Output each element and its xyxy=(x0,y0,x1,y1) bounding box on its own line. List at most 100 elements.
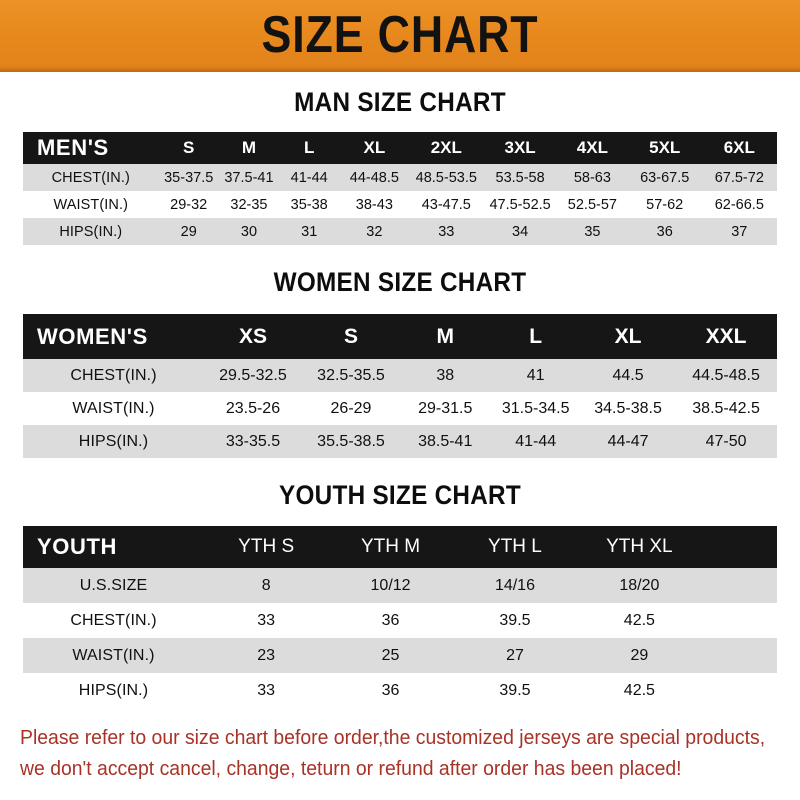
banner-title: SIZE CHART xyxy=(261,5,539,64)
table-row: CHEST(IN.) 33 36 39.5 42.5 xyxy=(23,603,777,638)
man-cell: 48.5-53.5 xyxy=(409,164,484,191)
women-cell: 44-47 xyxy=(580,425,676,458)
youth-cell: 36 xyxy=(328,673,453,708)
man-cell: 30 xyxy=(218,218,280,245)
women-row-label: HIPS(IN.) xyxy=(23,425,204,458)
man-cell: 38-43 xyxy=(339,191,410,218)
women-size-table: WOMEN'S XS S M L XL XXL CHEST(IN.) 29.5-… xyxy=(23,314,777,458)
man-cell: 36 xyxy=(627,218,702,245)
women-cell: 31.5-34.5 xyxy=(490,392,581,425)
youth-row-label: WAIST(IN.) xyxy=(23,638,204,673)
man-cell: 34 xyxy=(483,218,557,245)
man-size-header: XL xyxy=(339,132,410,164)
youth-corner-label: YOUTH xyxy=(23,526,204,568)
women-corner-label: WOMEN'S xyxy=(23,314,204,359)
women-cell: 23.5-26 xyxy=(203,392,302,425)
youth-section-title: YOUTH SIZE CHART xyxy=(279,480,521,510)
women-cell: 47-50 xyxy=(675,425,777,458)
women-cell: 41 xyxy=(490,359,581,392)
man-section-title: MAN SIZE CHART xyxy=(294,87,506,117)
women-row-label: WAIST(IN.) xyxy=(23,392,204,425)
man-cell: 41-44 xyxy=(279,164,340,191)
women-cell: 26-29 xyxy=(301,392,400,425)
table-row: WAIST(IN.) 29-32 32-35 35-38 38-43 43-47… xyxy=(23,191,777,218)
youth-header-row: YOUTH YTH S YTH M YTH L YTH XL xyxy=(23,526,777,568)
man-cell: 44-48.5 xyxy=(339,164,410,191)
man-cell: 29 xyxy=(158,218,219,245)
youth-cell: 39.5 xyxy=(452,673,578,708)
youth-size-header: YTH XL xyxy=(577,526,702,568)
table-row: U.S.SIZE 8 10/12 14/16 18/20 xyxy=(23,568,777,603)
women-row-label: CHEST(IN.) xyxy=(23,359,204,392)
man-size-header: 4XL xyxy=(557,132,628,164)
youth-cell: 36 xyxy=(328,603,453,638)
women-cell: 35.5-38.5 xyxy=(301,425,400,458)
man-cell: 33 xyxy=(409,218,484,245)
youth-cell: 27 xyxy=(452,638,578,673)
man-cell: 57-62 xyxy=(627,191,702,218)
man-row-label: HIPS(IN.) xyxy=(23,218,159,245)
youth-size-header: YTH M xyxy=(328,526,453,568)
youth-cell: 42.5 xyxy=(577,603,702,638)
man-size-header: M xyxy=(218,132,280,164)
youth-cell-filler xyxy=(701,638,777,673)
man-cell: 53.5-58 xyxy=(483,164,557,191)
table-row: WAIST(IN.) 23.5-26 26-29 29-31.5 31.5-34… xyxy=(23,392,777,425)
man-size-header: L xyxy=(279,132,340,164)
man-cell: 52.5-57 xyxy=(557,191,628,218)
women-chart-wrapper: WOMEN'S XS S M L XL XXL CHEST(IN.) 29.5-… xyxy=(23,314,777,458)
women-cell: 41-44 xyxy=(490,425,581,458)
man-header-row: MEN'S S M L XL 2XL 3XL 4XL 5XL 6XL xyxy=(23,132,777,164)
disclaimer-line-2: we don't accept cancel, change, teturn o… xyxy=(20,757,682,780)
youth-row-label: CHEST(IN.) xyxy=(23,603,204,638)
man-cell: 67.5-72 xyxy=(701,164,777,191)
youth-cell-filler xyxy=(701,603,777,638)
man-size-table: MEN'S S M L XL 2XL 3XL 4XL 5XL 6XL CHEST… xyxy=(23,132,777,245)
youth-row-label: U.S.SIZE xyxy=(23,568,204,603)
youth-cell: 14/16 xyxy=(452,568,578,603)
man-cell: 63-67.5 xyxy=(627,164,702,191)
table-row: CHEST(IN.) 35-37.5 37.5-41 41-44 44-48.5… xyxy=(23,164,777,191)
man-size-header: S xyxy=(158,132,219,164)
youth-size-table: YOUTH YTH S YTH M YTH L YTH XL U.S.SIZE … xyxy=(23,526,777,708)
man-cell: 47.5-52.5 xyxy=(483,191,557,218)
page-banner: SIZE CHART xyxy=(0,0,800,72)
man-cell: 32-35 xyxy=(218,191,280,218)
women-cell: 33-35.5 xyxy=(203,425,302,458)
women-header-row: WOMEN'S XS S M L XL XXL xyxy=(23,314,777,359)
man-size-header: 5XL xyxy=(627,132,702,164)
table-row: HIPS(IN.) 33-35.5 35.5-38.5 38.5-41 41-4… xyxy=(23,425,777,458)
man-cell: 35 xyxy=(557,218,628,245)
youth-cell: 39.5 xyxy=(452,603,578,638)
table-row: HIPS(IN.) 29 30 31 32 33 34 35 36 37 xyxy=(23,218,777,245)
women-cell: 44.5 xyxy=(580,359,676,392)
youth-size-header: YTH L xyxy=(452,526,578,568)
man-chart-wrapper: MEN'S S M L XL 2XL 3XL 4XL 5XL 6XL CHEST… xyxy=(23,132,777,245)
man-size-header: 6XL xyxy=(701,132,777,164)
disclaimer: Please refer to our size chart before or… xyxy=(20,726,780,782)
women-size-header: L xyxy=(490,314,581,359)
women-cell: 34.5-38.5 xyxy=(580,392,676,425)
youth-header-filler xyxy=(701,526,777,568)
man-row-label: WAIST(IN.) xyxy=(23,191,159,218)
youth-cell: 23 xyxy=(203,638,329,673)
women-size-header: M xyxy=(399,314,491,359)
youth-cell: 8 xyxy=(203,568,329,603)
women-size-header: XS xyxy=(203,314,302,359)
women-size-header: S xyxy=(301,314,400,359)
youth-size-header: YTH S xyxy=(203,526,329,568)
man-cell: 35-38 xyxy=(279,191,340,218)
man-cell: 37.5-41 xyxy=(218,164,280,191)
women-section-title: WOMEN SIZE CHART xyxy=(273,267,527,297)
youth-cell: 33 xyxy=(203,673,329,708)
man-cell: 58-63 xyxy=(557,164,628,191)
women-cell: 29-31.5 xyxy=(399,392,491,425)
man-row-label: CHEST(IN.) xyxy=(23,164,159,191)
youth-cell: 42.5 xyxy=(577,673,702,708)
youth-cell: 18/20 xyxy=(577,568,702,603)
man-cell: 37 xyxy=(701,218,777,245)
man-size-header: 3XL xyxy=(483,132,557,164)
youth-cell: 33 xyxy=(203,603,329,638)
women-cell: 38.5-42.5 xyxy=(675,392,777,425)
